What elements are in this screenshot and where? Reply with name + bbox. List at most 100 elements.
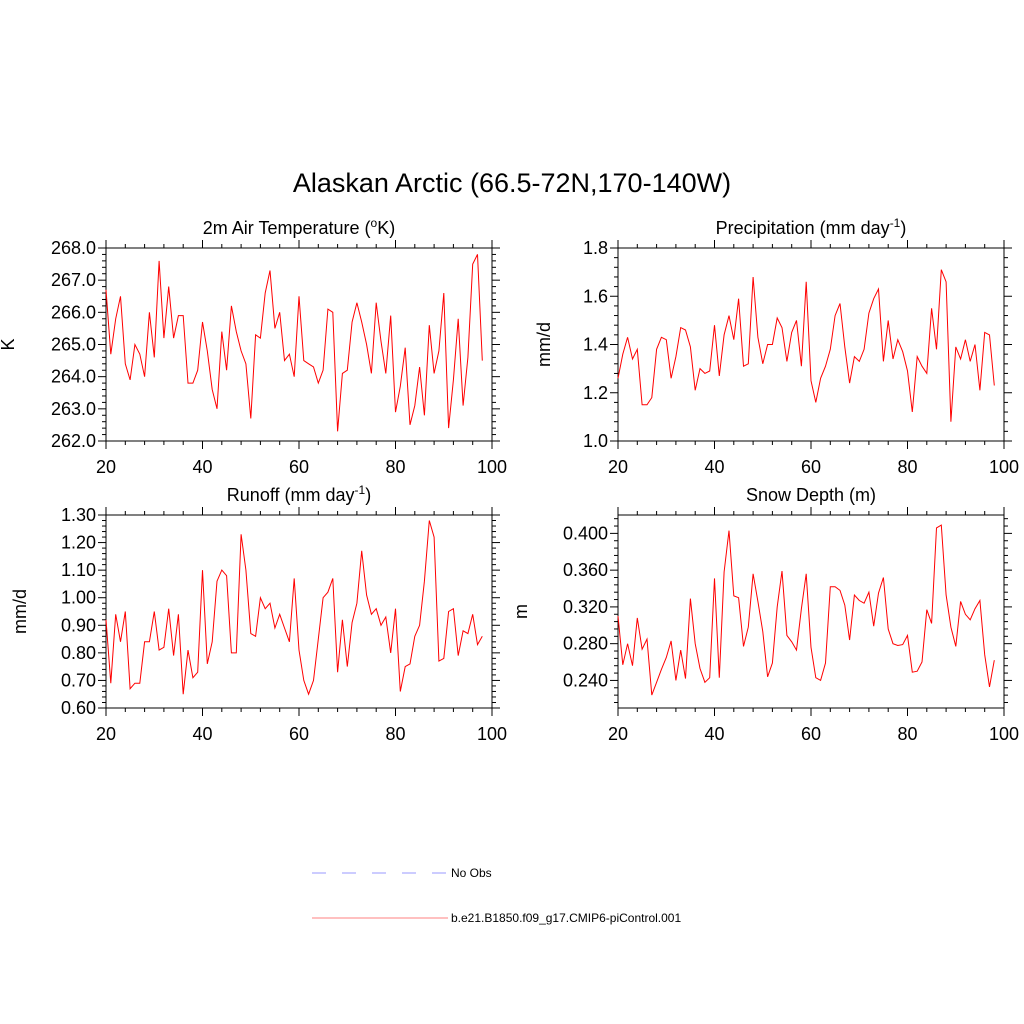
data-point-precipitation xyxy=(892,358,893,359)
data-point-runoff xyxy=(390,652,391,653)
data-point-runoff xyxy=(467,633,468,634)
data-point-runoff xyxy=(482,636,483,637)
data-point-runoff xyxy=(231,652,232,653)
x-tick-label-precipitation: 100 xyxy=(989,457,1019,477)
data-point-runoff xyxy=(110,683,111,684)
data-point-snow-depth xyxy=(994,660,995,661)
legend-label-no-obs: No Obs xyxy=(451,866,492,880)
data-point-temperature xyxy=(192,383,193,384)
data-point-temperature xyxy=(110,354,111,355)
data-point-precipitation xyxy=(849,383,850,384)
data-point-temperature xyxy=(327,309,328,310)
data-point-runoff xyxy=(294,578,295,579)
data-point-precipitation xyxy=(984,332,985,333)
data-point-snow-depth xyxy=(815,677,816,678)
data-point-snow-depth xyxy=(979,600,980,601)
data-point-temperature xyxy=(289,354,290,355)
data-point-snow-depth xyxy=(854,594,855,595)
data-point-temperature xyxy=(390,315,391,316)
data-point-temperature xyxy=(409,424,410,425)
panel-title-runoff: Runoff (mm day-1) xyxy=(227,483,371,505)
y-tick-label-runoff: 0.60 xyxy=(61,698,96,718)
data-point-precipitation xyxy=(757,337,758,338)
data-point-temperature xyxy=(183,315,184,316)
x-tick-label-snow-depth: 20 xyxy=(608,724,628,744)
y-tick-label-precipitation: 1.8 xyxy=(583,238,608,258)
panel-temperature: 2m Air Temperature (oK) K 20 40 60 80 100 262.0… xyxy=(0,216,507,477)
data-point-runoff xyxy=(134,683,135,684)
data-point-snow-depth xyxy=(781,571,782,572)
data-point-runoff xyxy=(376,608,377,609)
data-point-runoff xyxy=(130,688,131,689)
data-point-runoff xyxy=(323,597,324,598)
data-point-precipitation xyxy=(941,269,942,270)
data-point-runoff xyxy=(115,614,116,615)
data-point-precipitation xyxy=(666,339,667,340)
data-point-snow-depth xyxy=(685,678,686,679)
data-point-snow-depth xyxy=(748,627,749,628)
data-point-temperature xyxy=(245,363,246,364)
data-point-snow-depth xyxy=(936,527,937,528)
series-line-snow-depth xyxy=(617,524,995,696)
y-tick-label-temperature: 264.0 xyxy=(51,367,96,387)
data-point-precipitation xyxy=(888,320,889,321)
x-tick-label-runoff: 100 xyxy=(477,724,507,744)
data-point-snow-depth xyxy=(806,573,807,574)
data-point-snow-depth xyxy=(892,643,893,644)
data-point-runoff xyxy=(448,611,449,612)
data-point-snow-depth xyxy=(825,662,826,663)
data-point-runoff xyxy=(216,581,217,582)
data-point-runoff xyxy=(207,663,208,664)
data-point-temperature xyxy=(134,344,135,345)
data-point-snow-depth xyxy=(762,631,763,632)
data-point-precipitation xyxy=(873,298,874,299)
data-point-runoff xyxy=(241,534,242,535)
data-point-temperature xyxy=(120,296,121,297)
data-point-snow-depth xyxy=(767,676,768,677)
data-point-runoff xyxy=(419,625,420,626)
data-point-temperature xyxy=(207,350,208,351)
data-point-snow-depth xyxy=(801,608,802,609)
data-point-snow-depth xyxy=(878,593,879,594)
y-tick-label-runoff: 1.30 xyxy=(61,505,96,525)
x-tick-label-runoff: 20 xyxy=(96,724,116,744)
data-point-snow-depth xyxy=(955,646,956,647)
data-point-temperature xyxy=(438,350,439,351)
data-point-runoff xyxy=(463,630,464,631)
data-point-snow-depth xyxy=(642,649,643,650)
x-tick-label-temperature: 80 xyxy=(385,457,405,477)
x-tick-label-snow-depth: 80 xyxy=(897,724,917,744)
data-point-precipitation xyxy=(897,339,898,340)
data-point-snow-depth xyxy=(777,606,778,607)
data-point-runoff xyxy=(318,639,319,640)
data-point-precipitation xyxy=(917,356,918,357)
data-point-temperature xyxy=(197,370,198,371)
data-point-snow-depth xyxy=(926,609,927,610)
data-point-temperature xyxy=(187,383,188,384)
panel-title-temperature: 2m Air Temperature (oK) xyxy=(203,216,395,238)
data-point-precipitation xyxy=(661,337,662,338)
data-point-temperature xyxy=(400,386,401,387)
data-point-snow-depth xyxy=(864,603,865,604)
y-tick-label-temperature: 268.0 xyxy=(51,238,96,258)
y-tick-label-snow-depth: 0.240 xyxy=(563,670,608,690)
data-point-precipitation xyxy=(748,363,749,364)
legend-label-model: b.e21.B1850.f09_g17.CMIP6-piControl.001 xyxy=(451,911,681,925)
data-point-temperature xyxy=(236,331,237,332)
data-point-precipitation xyxy=(714,325,715,326)
panel-title-snow-depth: Snow Depth (m) xyxy=(746,485,876,505)
y-tick-label-precipitation: 1.4 xyxy=(583,335,608,355)
data-point-precipitation xyxy=(994,385,995,386)
data-point-temperature xyxy=(414,405,415,406)
data-point-snow-depth xyxy=(714,578,715,579)
y-tick-label-temperature: 263.0 xyxy=(51,399,96,419)
data-point-temperature xyxy=(159,260,160,261)
data-point-precipitation xyxy=(806,281,807,282)
data-point-runoff xyxy=(298,650,299,651)
data-point-snow-depth xyxy=(728,530,729,531)
data-point-temperature xyxy=(342,373,343,374)
data-point-runoff xyxy=(260,597,261,598)
data-point-runoff xyxy=(342,619,343,620)
plot-frame-temperature xyxy=(105,247,493,442)
data-point-temperature xyxy=(352,321,353,322)
